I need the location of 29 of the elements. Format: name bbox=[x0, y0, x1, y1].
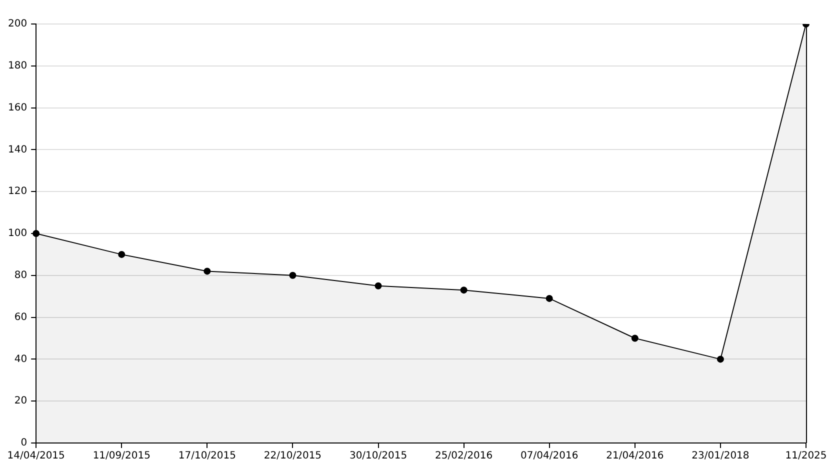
point bbox=[204, 268, 211, 275]
point bbox=[716, 356, 724, 363]
x-tick-label: 11/09/2015 bbox=[92, 450, 150, 462]
y-tick-label: 180 bbox=[8, 60, 28, 72]
point bbox=[546, 294, 553, 302]
x-tick-label: 11/2025 bbox=[785, 450, 827, 462]
x-tick-label: 14/04/2015 bbox=[7, 450, 65, 462]
point bbox=[118, 250, 126, 258]
y-tick-label: 140 bbox=[8, 144, 28, 156]
point bbox=[374, 282, 382, 290]
y-tick-label: 80 bbox=[14, 270, 28, 281]
y-tick-label: 20 bbox=[14, 396, 28, 407]
x-tick-label: 23/01/2018 bbox=[692, 450, 750, 462]
x-tick-label: 25/02/2016 bbox=[434, 450, 493, 462]
x-tick-label: 21/04/2016 bbox=[606, 450, 664, 462]
y-tick-label: 160 bbox=[8, 102, 28, 114]
y-tick-label: 60 bbox=[14, 312, 28, 323]
y-tick-label: 120 bbox=[8, 186, 28, 198]
y-tick-label: 100 bbox=[8, 228, 28, 240]
x-tick-label: 17/10/2015 bbox=[178, 450, 236, 462]
y-tick-label: 0 bbox=[20, 438, 28, 449]
point bbox=[460, 286, 468, 294]
x-tick-label: 22/10/2015 bbox=[264, 450, 322, 462]
point bbox=[631, 334, 638, 342]
x-tick-label: 30/10/2015 bbox=[349, 450, 408, 462]
y-tick-label: 40 bbox=[14, 354, 28, 365]
y-tick-label: 200 bbox=[8, 18, 28, 30]
point bbox=[289, 272, 296, 279]
x-tick-label: 07/04/2016 bbox=[520, 450, 578, 462]
